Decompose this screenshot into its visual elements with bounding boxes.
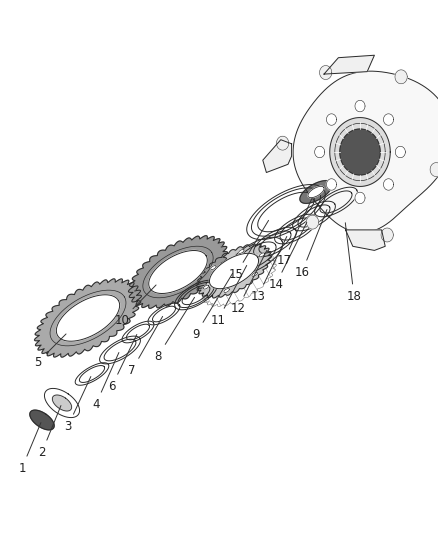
- Text: 15: 15: [229, 220, 268, 280]
- Polygon shape: [300, 181, 332, 204]
- Polygon shape: [346, 230, 385, 251]
- Polygon shape: [355, 192, 365, 204]
- Polygon shape: [30, 410, 54, 430]
- Polygon shape: [224, 288, 230, 293]
- Polygon shape: [324, 55, 374, 74]
- Text: 8: 8: [154, 297, 194, 362]
- Text: 12: 12: [230, 251, 267, 314]
- Polygon shape: [330, 118, 390, 187]
- Polygon shape: [203, 285, 209, 289]
- Polygon shape: [395, 70, 407, 84]
- Text: 7: 7: [128, 317, 162, 376]
- Polygon shape: [355, 100, 365, 112]
- Text: 13: 13: [251, 237, 287, 303]
- Polygon shape: [326, 179, 336, 190]
- Polygon shape: [314, 146, 325, 158]
- Polygon shape: [430, 163, 438, 176]
- Polygon shape: [53, 395, 72, 411]
- Polygon shape: [384, 114, 394, 125]
- Text: 16: 16: [294, 209, 327, 279]
- Polygon shape: [149, 251, 207, 294]
- Polygon shape: [211, 265, 216, 270]
- Polygon shape: [326, 114, 336, 125]
- Polygon shape: [252, 272, 258, 277]
- Polygon shape: [197, 244, 272, 298]
- Polygon shape: [340, 129, 380, 175]
- Text: 9: 9: [192, 273, 233, 341]
- Text: 3: 3: [64, 376, 91, 432]
- Text: 1: 1: [18, 423, 41, 474]
- Text: 17: 17: [276, 198, 312, 268]
- Polygon shape: [128, 236, 228, 309]
- Text: 6: 6: [108, 335, 137, 392]
- Polygon shape: [57, 295, 120, 341]
- Polygon shape: [35, 279, 141, 357]
- Polygon shape: [44, 389, 80, 417]
- Polygon shape: [381, 228, 393, 242]
- Polygon shape: [320, 66, 332, 79]
- Polygon shape: [308, 187, 324, 198]
- Text: 11: 11: [211, 265, 247, 327]
- Polygon shape: [384, 179, 394, 190]
- Polygon shape: [239, 249, 244, 253]
- Polygon shape: [395, 146, 405, 158]
- Polygon shape: [209, 253, 258, 289]
- Text: 2: 2: [38, 406, 61, 458]
- Polygon shape: [307, 215, 318, 229]
- Text: 4: 4: [92, 352, 119, 410]
- Polygon shape: [293, 71, 438, 232]
- Polygon shape: [263, 140, 292, 173]
- Text: 14: 14: [268, 222, 307, 290]
- Polygon shape: [259, 253, 265, 257]
- Text: 18: 18: [345, 223, 361, 303]
- Polygon shape: [276, 136, 289, 150]
- Text: 10: 10: [115, 285, 156, 327]
- Text: 5: 5: [34, 334, 66, 368]
